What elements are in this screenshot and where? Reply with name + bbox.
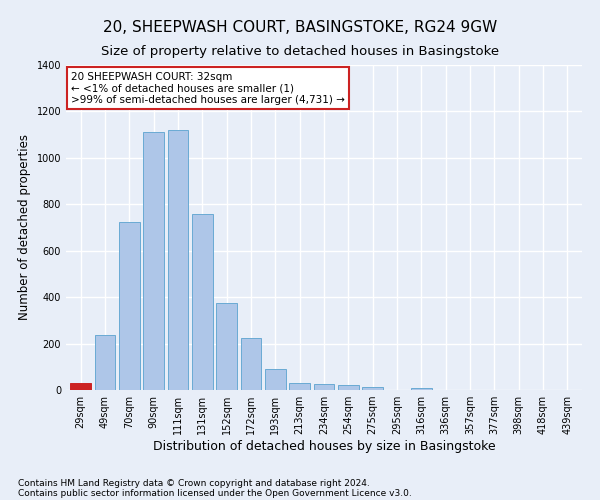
Y-axis label: Number of detached properties: Number of detached properties [18,134,31,320]
Text: 20 SHEEPWASH COURT: 32sqm
← <1% of detached houses are smaller (1)
>99% of semi-: 20 SHEEPWASH COURT: 32sqm ← <1% of detac… [71,72,345,104]
Bar [95,336,115,390]
X-axis label: Distribution of detached houses by size in Basingstoke: Distribution of detached houses by size … [152,440,496,453]
Bar [119,222,140,390]
Text: Contains public sector information licensed under the Open Government Licence v3: Contains public sector information licen… [18,488,412,498]
Bar [241,338,262,390]
Text: Size of property relative to detached houses in Basingstoke: Size of property relative to detached ho… [101,45,499,58]
Bar [265,369,286,390]
Bar [314,384,334,390]
Text: 20, SHEEPWASH COURT, BASINGSTOKE, RG24 9GW: 20, SHEEPWASH COURT, BASINGSTOKE, RG24 9… [103,20,497,35]
Bar [192,214,212,390]
Bar [338,386,359,390]
Bar [411,388,432,390]
Bar [289,383,310,390]
Bar [143,132,164,390]
Text: Contains HM Land Registry data © Crown copyright and database right 2024.: Contains HM Land Registry data © Crown c… [18,478,370,488]
Bar [167,130,188,390]
Bar [70,383,91,390]
Bar [216,303,237,390]
Bar [362,386,383,390]
